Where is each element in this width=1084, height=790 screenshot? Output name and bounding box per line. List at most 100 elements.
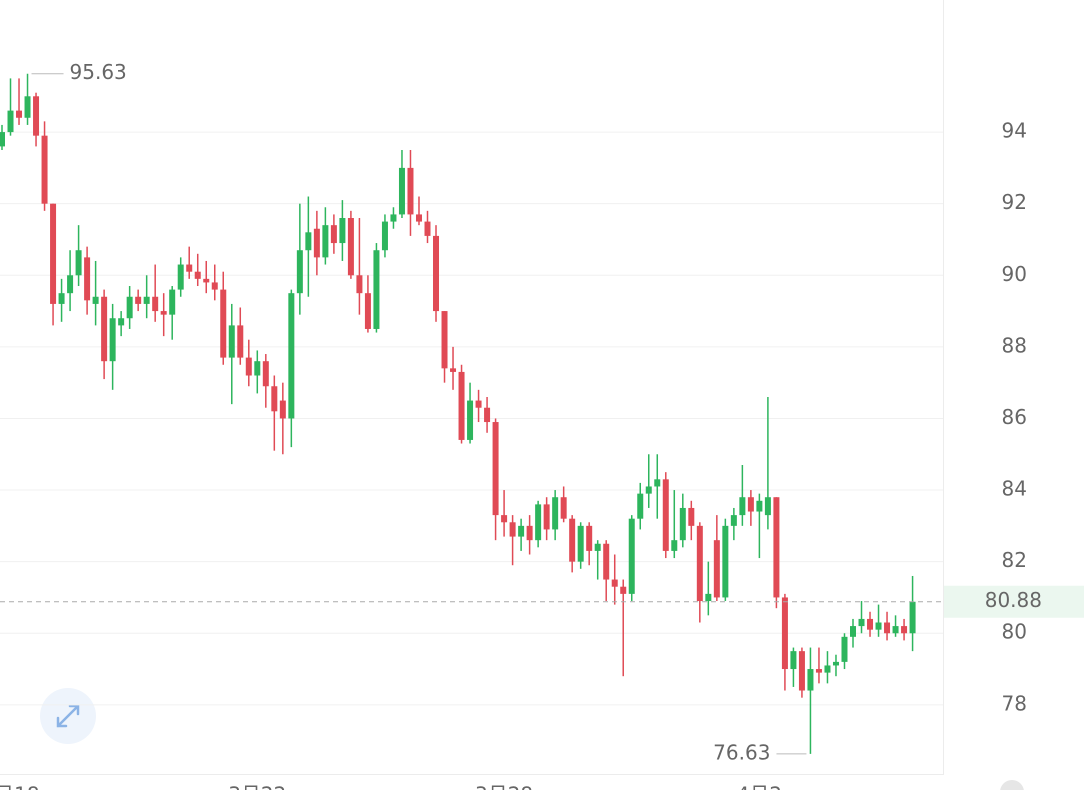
candle-body — [33, 96, 40, 136]
candle-body — [390, 214, 397, 222]
candle-body — [594, 543, 601, 551]
candle-body — [535, 504, 542, 541]
candle-body — [415, 214, 422, 222]
candle-body — [696, 525, 703, 602]
candle-body — [909, 601, 916, 634]
candle-body — [875, 622, 882, 630]
candle-body — [143, 296, 150, 304]
candle-body — [381, 221, 388, 251]
candle-body — [24, 96, 31, 118]
candle-body — [194, 271, 201, 279]
candle-body — [560, 497, 567, 519]
candle-body — [347, 218, 354, 276]
candle-body — [577, 525, 584, 562]
candle-body — [67, 275, 74, 294]
candle-body — [705, 593, 712, 602]
candle-body — [620, 586, 627, 594]
candle-body — [552, 497, 559, 530]
candle-body — [850, 626, 856, 637]
x-tick-label: 4月2 — [737, 783, 782, 790]
candle-body — [509, 522, 516, 537]
candle-body — [237, 325, 244, 358]
candle-body — [586, 525, 593, 551]
candle-body — [313, 228, 320, 258]
x-tick-label: 3月22 — [228, 783, 286, 790]
candle-body — [220, 289, 227, 358]
candle-body — [739, 497, 746, 516]
current-price-label: 80.88 — [985, 588, 1042, 612]
candle-body — [781, 597, 788, 670]
candle-body — [645, 486, 652, 494]
candle-body — [58, 293, 65, 304]
candle-body — [433, 235, 440, 312]
candle-body — [109, 318, 116, 362]
candle-body — [339, 218, 346, 244]
candle-body — [126, 296, 133, 319]
candle-body — [484, 407, 491, 423]
candle-body — [815, 669, 822, 673]
candle-body — [296, 250, 303, 294]
candle-body — [271, 386, 278, 412]
y-tick-label: 94 — [1002, 119, 1027, 143]
candle-body — [790, 651, 797, 670]
candle-body — [169, 289, 176, 315]
candle-body — [798, 651, 805, 691]
candle-body — [654, 479, 661, 487]
current-price-bg — [944, 585, 1084, 618]
y-tick-label: 92 — [1002, 190, 1027, 214]
candle-body — [841, 636, 848, 662]
x-tick-label: 3月18 — [0, 783, 40, 790]
candle-body — [7, 110, 14, 133]
candle-body — [824, 665, 831, 673]
candle-body — [228, 325, 235, 358]
candle-body — [364, 293, 371, 329]
y-tick-label: 80 — [1002, 620, 1027, 644]
candle-body — [628, 518, 635, 594]
low-label: 76.63 — [713, 740, 770, 764]
candle-body — [858, 618, 865, 627]
candle-body — [322, 225, 329, 258]
expand-button[interactable] — [40, 688, 96, 744]
candle-body — [160, 311, 167, 315]
candle-body — [832, 661, 839, 666]
candle-body — [305, 232, 312, 251]
candle-body — [101, 296, 108, 362]
candle-body — [475, 400, 482, 408]
candle-body — [450, 368, 457, 372]
candle-body — [458, 371, 465, 440]
candle-body — [407, 167, 414, 215]
candle-body — [398, 167, 405, 215]
y-tick-label: 82 — [1002, 548, 1027, 572]
y-tick-label: 88 — [1002, 333, 1027, 357]
candle-body — [203, 278, 210, 283]
candle-body — [467, 400, 474, 440]
candle-body — [773, 497, 780, 598]
candle-body — [884, 622, 891, 634]
candle-body — [356, 275, 363, 294]
candle-body — [186, 264, 193, 272]
candle-body — [756, 500, 763, 512]
high-label: 95.63 — [70, 60, 127, 84]
candle-body — [501, 515, 508, 523]
candle-body — [526, 525, 533, 541]
candle-body — [288, 293, 295, 419]
candle-body — [901, 626, 908, 634]
candle-body — [867, 618, 874, 630]
candle-body — [747, 497, 754, 512]
candle-body — [84, 257, 91, 301]
expand-icon[interactable] — [56, 704, 80, 728]
candle-body — [245, 357, 252, 376]
candle-body — [135, 296, 142, 304]
candle-body — [41, 135, 48, 204]
candle-body — [637, 493, 644, 519]
candle-body — [262, 361, 269, 387]
candle-body — [892, 626, 899, 634]
candle-body — [16, 110, 23, 118]
corner-icon[interactable] — [1000, 780, 1024, 790]
candle-body — [713, 540, 720, 598]
candle-body — [671, 540, 678, 551]
y-tick-label: 86 — [1002, 405, 1027, 429]
candle-body — [75, 250, 82, 276]
candle-body — [373, 250, 380, 329]
